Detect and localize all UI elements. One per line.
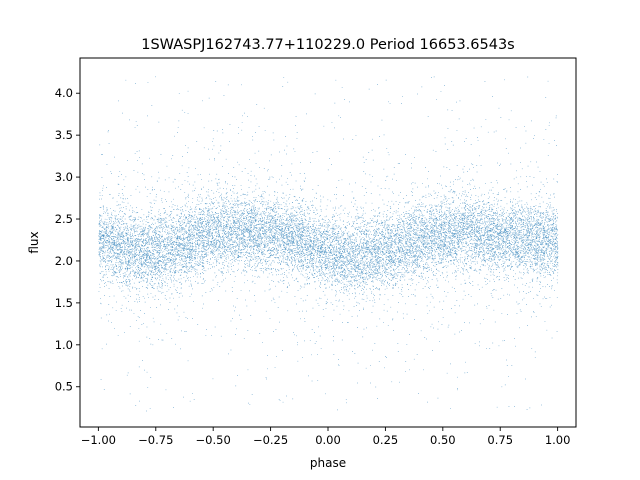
y-tick-label: 3.0 [55, 170, 73, 184]
x-tick-label: 1.00 [545, 433, 571, 447]
x-tick-label: −0.25 [253, 433, 288, 447]
y-tick-label: 1.0 [55, 338, 73, 352]
x-axis: −1.00 −0.75 −0.50 −0.25 0.00 0.25 0.50 0.75 1.00 [81, 427, 571, 447]
x-tick-label: 0.00 [315, 433, 341, 447]
y-axis: 0.5 1.0 1.5 2.0 2.5 3.0 3.5 4.0 [55, 86, 80, 394]
chart-title: 1SWASPJ162743.77+110229.0 Period 16653.6… [141, 37, 515, 53]
y-tick-label: 1.5 [55, 296, 73, 310]
x-tick-label: 0.50 [430, 433, 456, 447]
x-tick-label: 0.75 [487, 433, 513, 447]
x-tick-label: −0.75 [138, 433, 173, 447]
x-tick-label: 0.25 [373, 433, 399, 447]
scatter-point-cloud [98, 76, 559, 412]
y-axis-label: flux [27, 231, 41, 253]
y-tick-label: 0.5 [55, 380, 73, 394]
y-tick-label: 2.5 [55, 212, 73, 226]
y-tick-label: 4.0 [55, 86, 73, 100]
x-tick-label: −1.00 [81, 433, 116, 447]
x-axis-label: phase [310, 456, 346, 470]
y-tick-label: 3.5 [55, 128, 73, 142]
x-tick-label: −0.50 [196, 433, 231, 447]
data-points [98, 76, 559, 412]
y-tick-label: 2.0 [55, 254, 73, 268]
